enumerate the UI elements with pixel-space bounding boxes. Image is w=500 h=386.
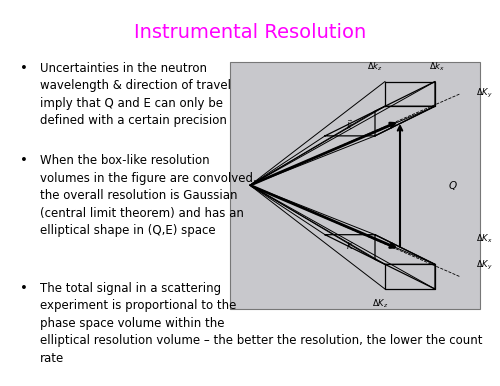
Text: $\Delta K_x$: $\Delta K_x$: [476, 232, 493, 245]
Text: $\Delta k_x$: $\Delta k_x$: [430, 60, 446, 73]
Text: •: •: [20, 62, 28, 75]
Text: $K$: $K$: [346, 240, 354, 251]
Text: When the box-like resolution
volumes in the figure are convolved,
the overall re: When the box-like resolution volumes in …: [40, 154, 257, 237]
Text: The total signal in a scattering
experiment is proportional to the
phase space v: The total signal in a scattering experim…: [40, 282, 482, 365]
Text: Uncertainties in the neutron
wavelength & direction of travel
imply that Q and E: Uncertainties in the neutron wavelength …: [40, 62, 231, 127]
Text: $\Delta k_z$: $\Delta k_z$: [367, 60, 383, 73]
Text: $\Delta K_y$: $\Delta K_y$: [476, 87, 493, 100]
Text: Instrumental Resolution: Instrumental Resolution: [134, 23, 366, 42]
Text: $\Delta K_z$: $\Delta K_z$: [372, 298, 388, 310]
Text: $\vec{k}$: $\vec{k}$: [346, 118, 354, 132]
Bar: [230, 62, 480, 309]
Text: $\Delta K_y$: $\Delta K_y$: [476, 259, 493, 272]
Text: $Q$: $Q$: [448, 179, 457, 192]
Text: •: •: [20, 282, 28, 295]
Text: •: •: [20, 154, 28, 168]
